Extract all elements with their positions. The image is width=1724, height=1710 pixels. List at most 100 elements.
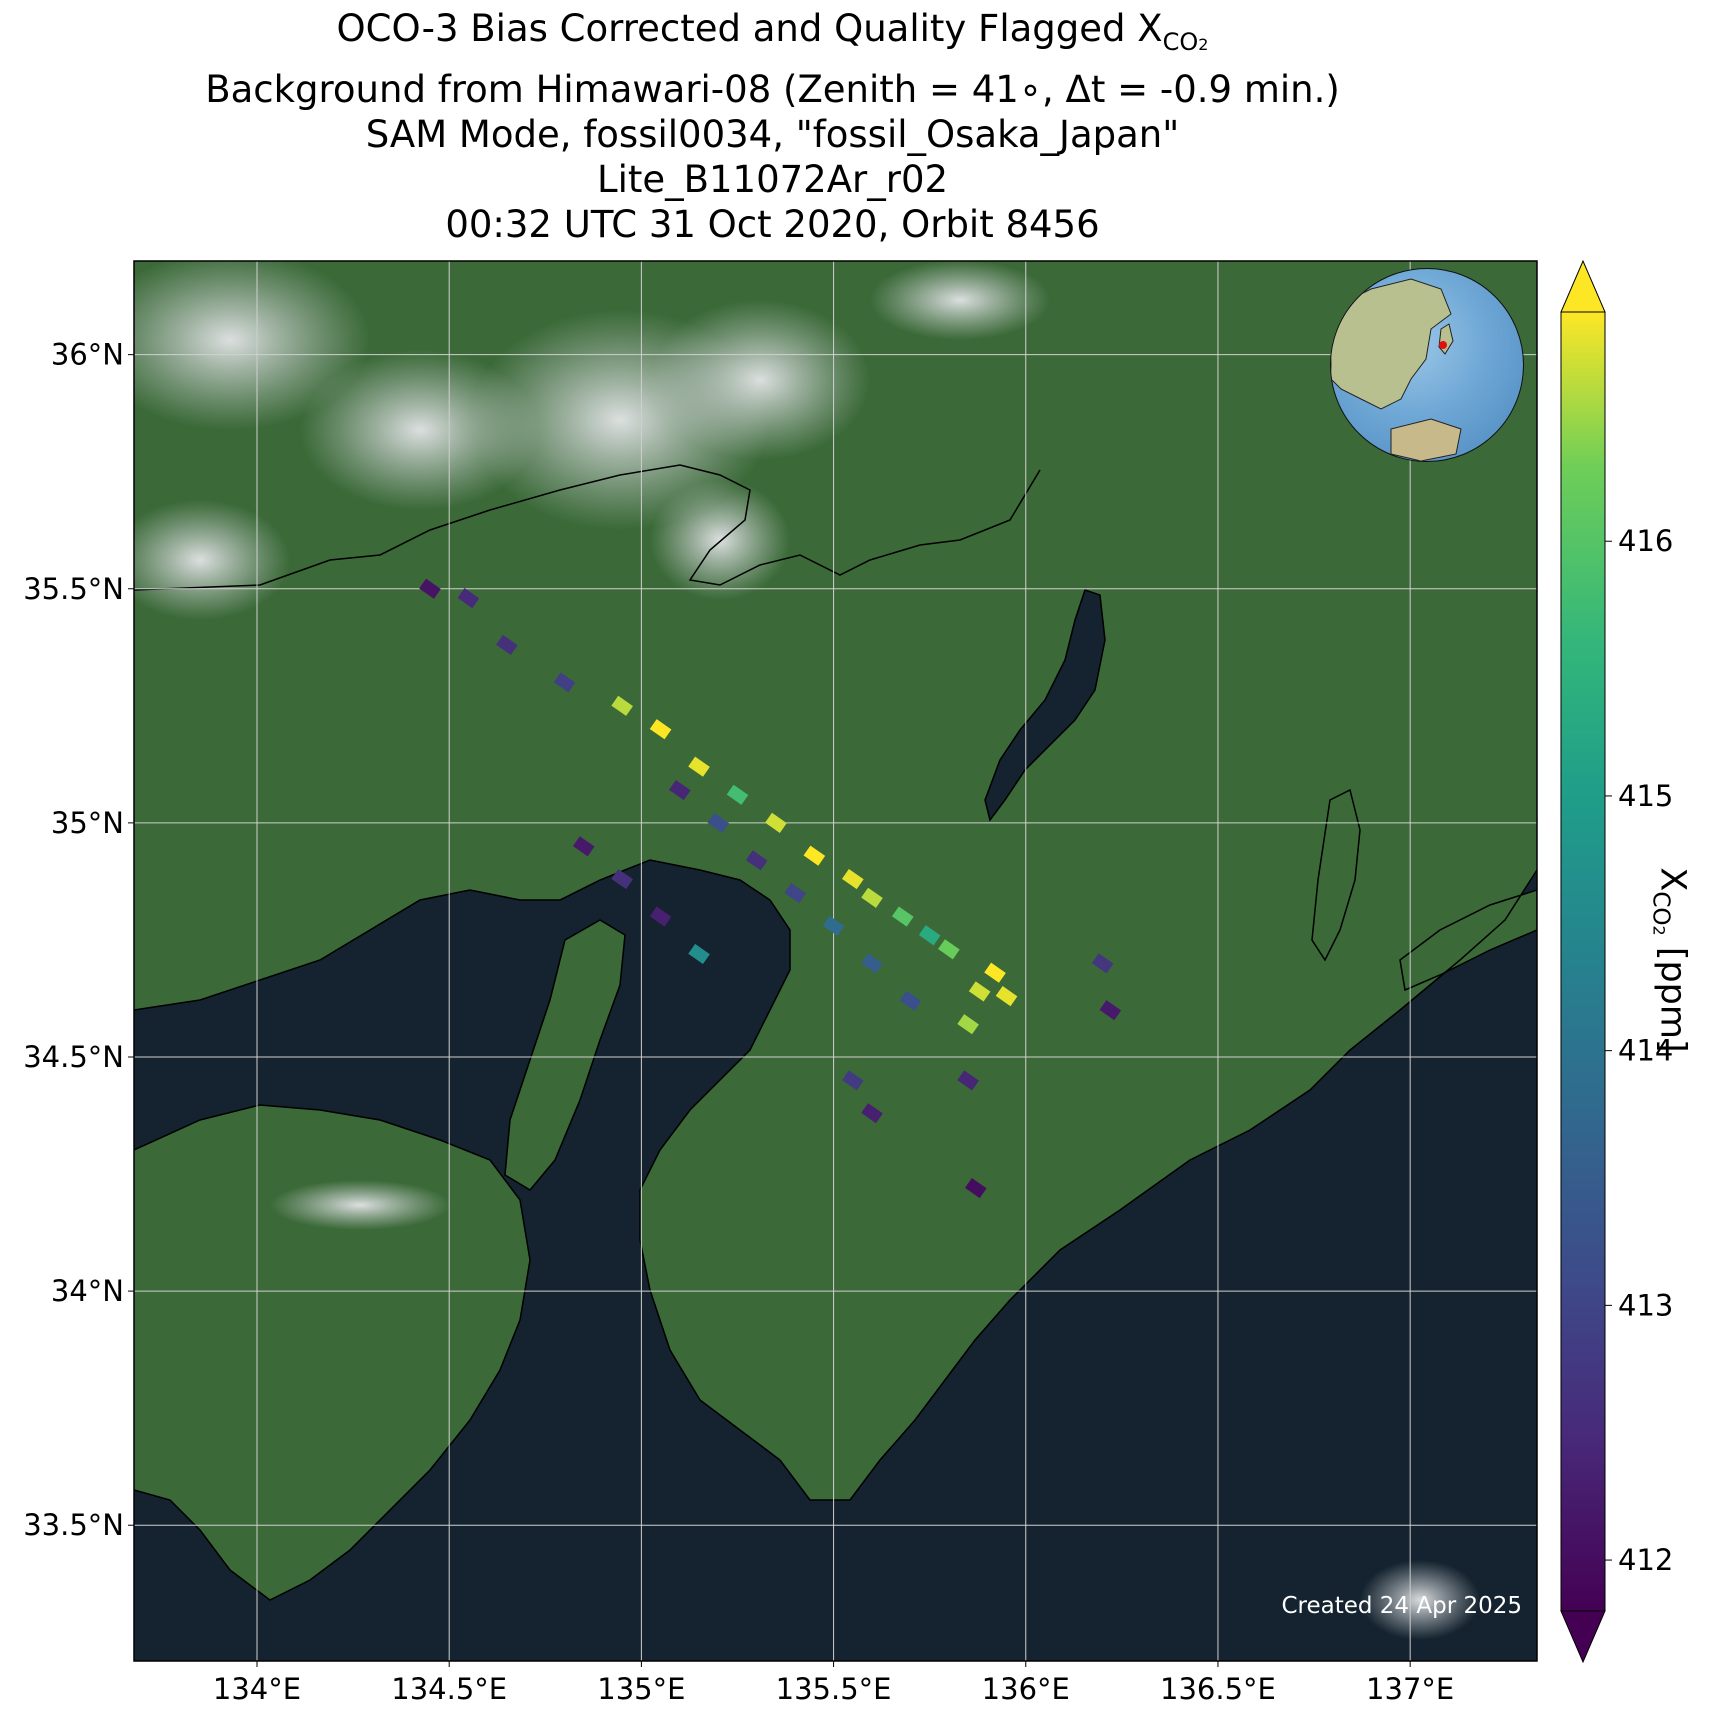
- sounding-footprint: [899, 990, 922, 1011]
- sounding-footprint: [765, 812, 787, 833]
- map-frame: [133, 260, 1538, 1662]
- lon-tick-label: 135°E: [597, 1672, 685, 1706]
- sounding-footprint: [984, 962, 1006, 983]
- awaji-island: [505, 920, 625, 1190]
- sounding-footprint: [841, 868, 864, 890]
- coastline: [134, 1104, 531, 1601]
- title-line-1: OCO-3 Bias Corrected and Quality Flagged…: [336, 7, 1209, 56]
- gridlines: [134, 261, 1537, 1661]
- sounding-footprint: [669, 780, 691, 801]
- sounding-footprint: [918, 925, 941, 946]
- lon-tick-label: 134°E: [213, 1672, 301, 1706]
- cloud-mass: [1360, 1560, 1480, 1640]
- latitude-ticks: 33.5°N 34°N 34.5°N 35°N 35.5°N 36°N: [23, 338, 134, 1542]
- lake-biwa: [985, 590, 1105, 820]
- lon-tick-label: 136°E: [982, 1672, 1070, 1706]
- cloud-mass: [134, 500, 290, 620]
- lat-tick-label: 36°N: [51, 338, 124, 372]
- sounding-footprint: [688, 756, 710, 777]
- xco2-soundings: [419, 578, 1122, 1199]
- shikoku-land: [134, 1105, 530, 1600]
- asia-landmass: [1331, 278, 1452, 410]
- map-area: [134, 261, 1537, 1661]
- colorbar-tick-label: 415: [1618, 779, 1673, 813]
- colorbar-label: XCO2 [ppm]: [1647, 867, 1693, 1053]
- coastline: [1311, 788, 1361, 962]
- sounding-footprint: [649, 719, 672, 740]
- lon-tick-label: 135.5°E: [776, 1672, 892, 1706]
- coastline: [134, 859, 1537, 1501]
- japan-landmass: [1438, 323, 1454, 355]
- cloud-mass: [650, 480, 790, 600]
- sounding-footprint: [968, 981, 991, 1002]
- australia-landmass: [1390, 418, 1462, 461]
- sounding-footprint: [707, 812, 730, 833]
- cloud-layer: [134, 261, 1480, 1640]
- colorbar-tick-label: 416: [1618, 524, 1673, 558]
- sounding-footprint: [553, 672, 576, 693]
- title-line-2: Background from Himawari-08 (Zenith = 41…: [205, 68, 1340, 111]
- sounding-footprint: [861, 953, 883, 974]
- lon-tick-label: 136.5°E: [1160, 1672, 1276, 1706]
- sounding-footprint: [995, 986, 1018, 1007]
- sounding-footprint: [784, 883, 806, 904]
- colorbar-tick-label: 412: [1618, 1543, 1673, 1577]
- colorbar-tick-label: 413: [1618, 1288, 1673, 1322]
- title-line-5: 00:32 UTC 31 Oct 2020, Orbit 8456: [445, 203, 1100, 246]
- cloud-mass: [650, 300, 870, 460]
- sounding-footprint: [572, 836, 595, 857]
- longitude-ticks: 134°E 134.5°E 135°E 135.5°E 136°E 136.5°E 137°…: [213, 1661, 1454, 1706]
- title-line-3: SAM Mode, fossil0034, "fossil_Osaka_Japa…: [365, 113, 1180, 156]
- sounding-footprint: [841, 1070, 864, 1091]
- colorbar-extend-min: [1560, 1610, 1606, 1664]
- lat-tick-label: 33.5°N: [23, 1508, 124, 1542]
- created-date-label: Created 24 Apr 2025: [1281, 1593, 1522, 1619]
- lat-tick-label: 35°N: [51, 806, 124, 840]
- sounding-footprint: [957, 1070, 979, 1091]
- colorbar-ticks: 412 413 414 415 416: [1605, 524, 1673, 1577]
- sounding-footprint: [611, 868, 633, 890]
- cloud-mass: [270, 1180, 450, 1230]
- title-line-4: Lite_B11072Ar_r02: [596, 158, 949, 201]
- sounding-footprint: [1091, 953, 1114, 974]
- sounding-footprint: [688, 943, 710, 965]
- sounding-footprint: [938, 939, 960, 960]
- lat-tick-label: 34°N: [51, 1274, 124, 1308]
- honshu-land: [134, 261, 1537, 1500]
- coastlines: [134, 464, 1537, 1601]
- figure-title: OCO-3 Bias Corrected and Quality Flagged…: [0, 6, 1545, 247]
- sounding-footprint: [745, 850, 768, 871]
- lat-tick-label: 34.5°N: [23, 1040, 124, 1074]
- chita-peninsula: [1312, 790, 1360, 960]
- lat-tick-label: 35.5°N: [23, 572, 124, 606]
- cloud-mass: [870, 261, 1050, 340]
- colorbar-gradient: [1560, 311, 1606, 1612]
- coastline: [984, 589, 1106, 822]
- sounding-footprint: [964, 1178, 987, 1199]
- sounding-footprint: [957, 1014, 979, 1035]
- lon-tick-label: 137°E: [1366, 1672, 1454, 1706]
- sounding-footprint: [1099, 1000, 1122, 1021]
- locator-globe-map: [1331, 278, 1462, 461]
- colorbar: 412 413 414 415 416: [1560, 259, 1673, 1664]
- colorbar-tick-label: 414: [1618, 1034, 1673, 1068]
- sounding-footprint: [861, 1103, 883, 1124]
- coastline: [504, 919, 626, 1191]
- sounding-footprint: [726, 784, 749, 805]
- globe-target-marker: [1439, 341, 1447, 349]
- land-layer: [134, 261, 1537, 1600]
- lon-tick-label: 134.5°E: [391, 1672, 507, 1706]
- colorbar-extend-max: [1560, 259, 1606, 313]
- atsumi-peninsula: [1400, 890, 1537, 990]
- sounding-footprint: [496, 634, 518, 656]
- sounding-footprint: [891, 906, 914, 927]
- cloud-mass: [134, 261, 370, 430]
- sounding-footprint: [457, 588, 480, 609]
- locator-globe-inset: [1330, 268, 1524, 462]
- sounding-footprint: [649, 906, 672, 927]
- sounding-footprint: [861, 887, 883, 908]
- sounding-footprint: [611, 695, 633, 716]
- coastline: [1399, 889, 1537, 992]
- sounding-footprint: [803, 845, 826, 866]
